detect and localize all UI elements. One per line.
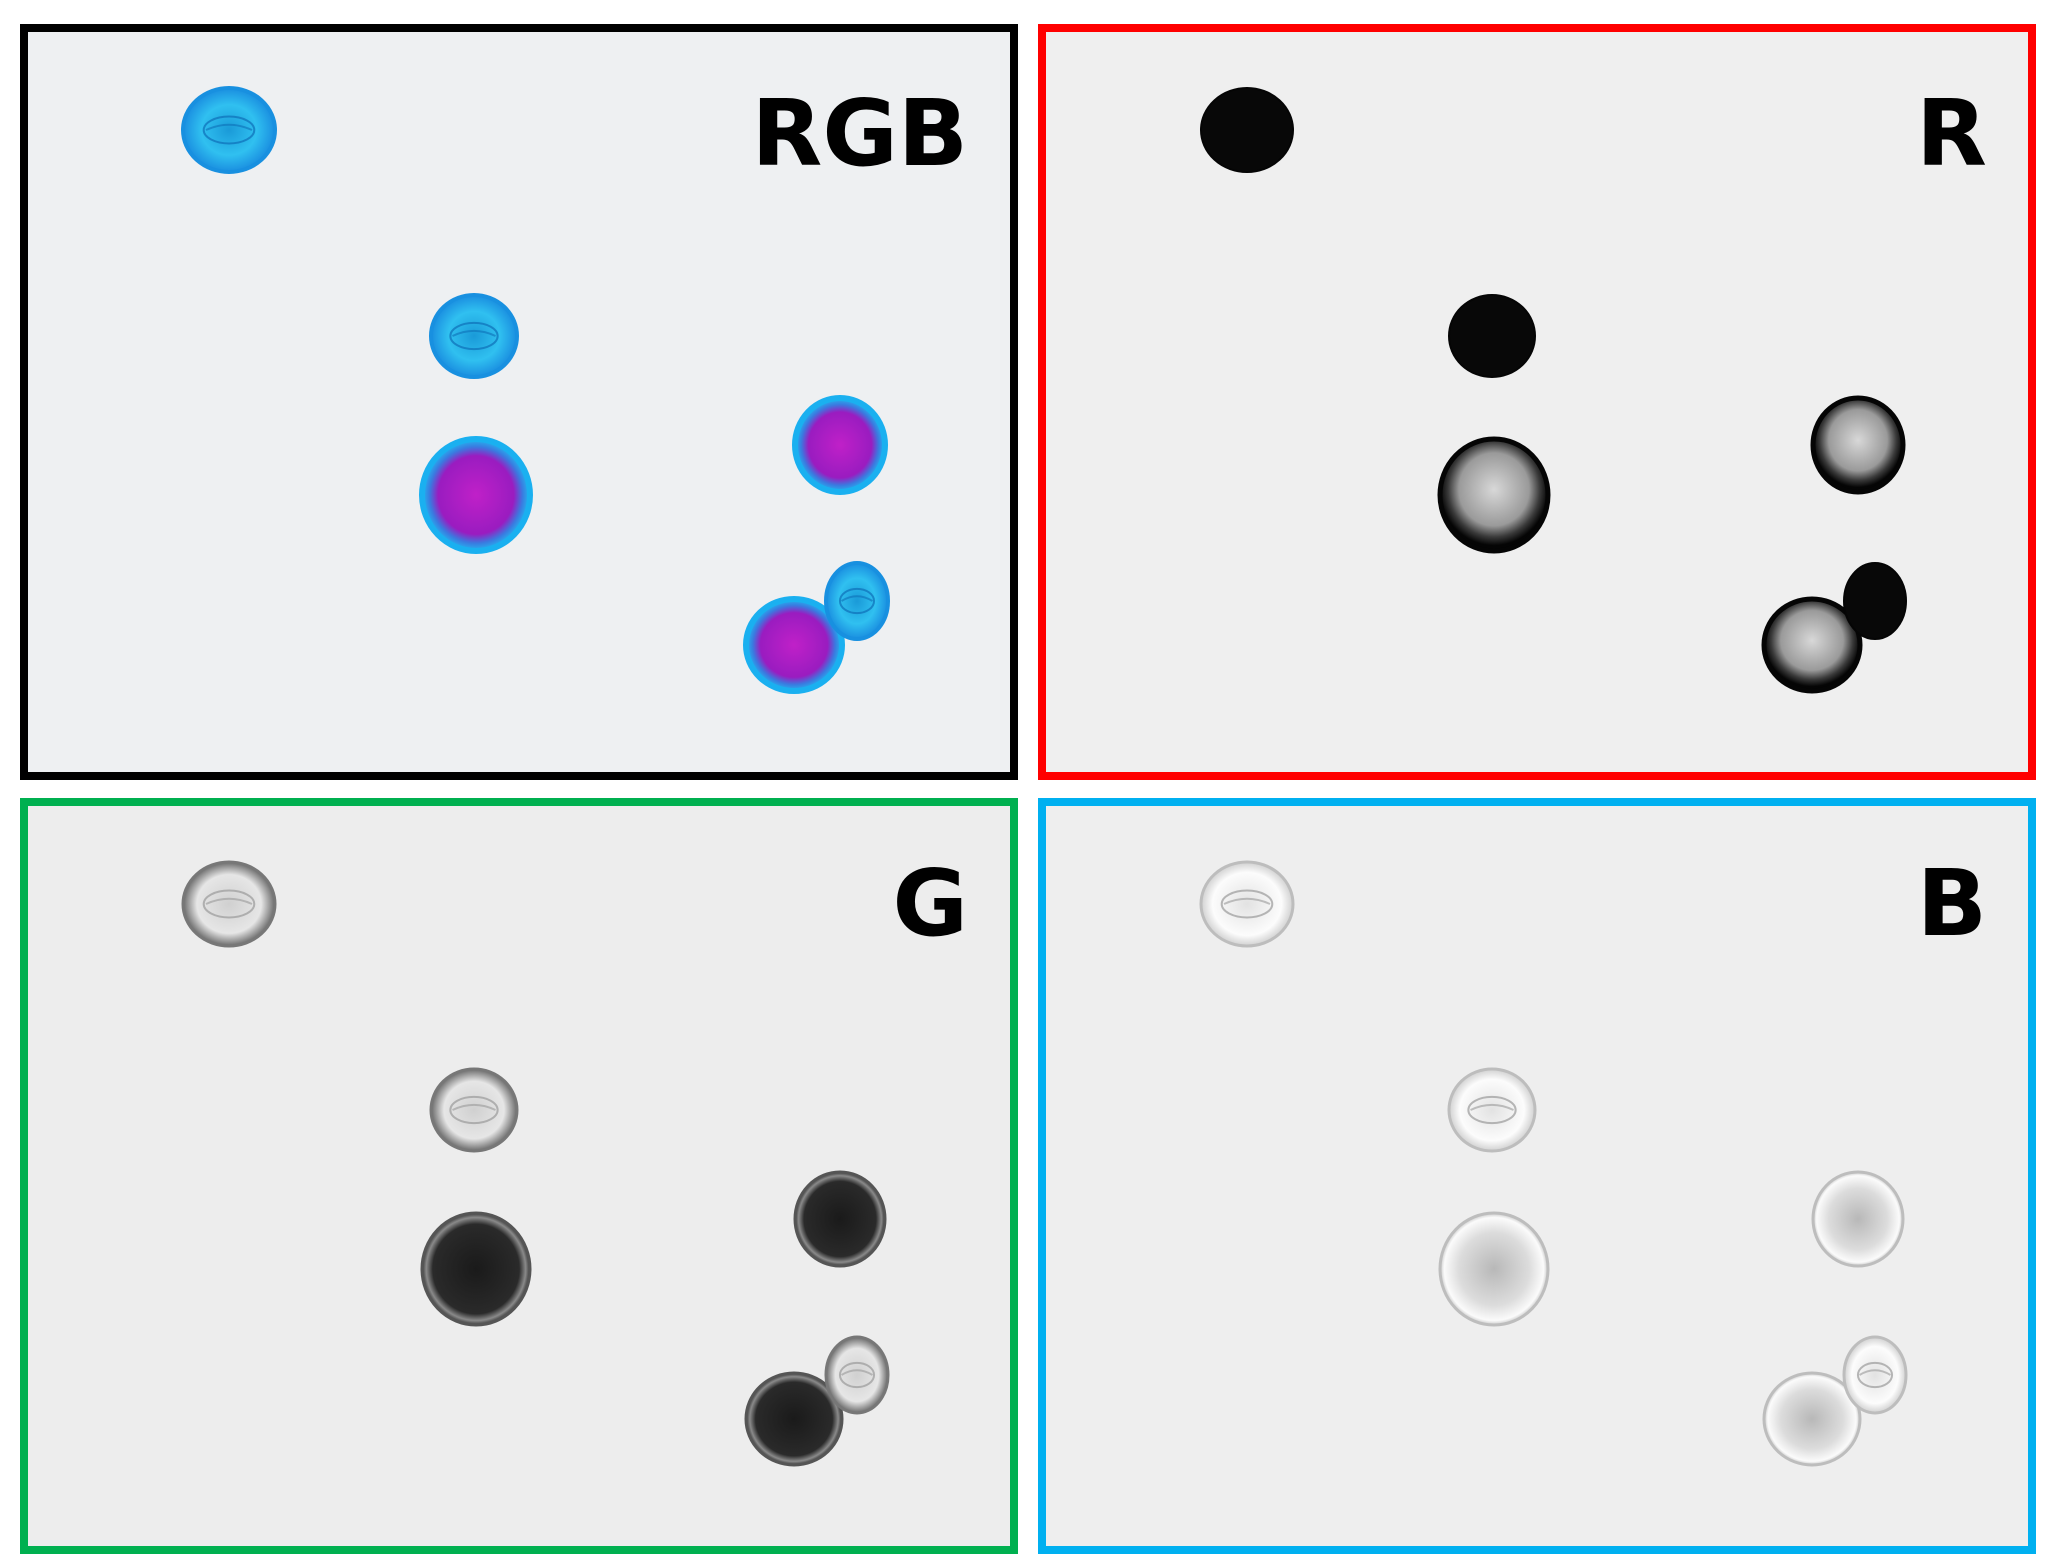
panel-g: G [20,798,1018,1554]
panel-b-label: B [1917,850,1987,957]
pollen-grain-nonviable [1448,294,1536,378]
pollen-grain-nonviable [824,1335,890,1415]
pollen-grain-viable [1437,436,1551,554]
pollen-grain-viable [744,1371,844,1467]
pollen-grain-nonviable [1199,860,1295,948]
pollen-grain-viable [1810,395,1906,495]
pollen-grain-nonviable [429,1067,519,1153]
pollen-grain-viable [1762,1371,1862,1467]
panel-rgb: RGB [20,24,1018,780]
pollen-grain-nonviable [1843,562,1907,640]
pollen-grain-viable [792,395,888,495]
panel-b: B [1038,798,2036,1554]
pollen-grain-viable [1438,1211,1550,1327]
pollen-grain-nonviable [181,86,277,174]
panel-r: R [1038,24,2036,780]
pollen-grain-nonviable [1447,1067,1537,1153]
panel-b-frame [1038,798,2036,1554]
pollen-grain-nonviable [824,561,890,641]
pollen-grain-viable [420,1211,532,1327]
pollen-grain-viable [1761,596,1863,694]
pollen-grain-nonviable [429,293,519,379]
pollen-grain-viable [743,596,845,694]
pollen-grain-viable [1811,1170,1905,1268]
panel-rgb-label: RGB [752,80,968,187]
panel-g-frame [20,798,1018,1554]
pollen-grain-nonviable [1200,87,1294,173]
pollen-grain-viable [793,1170,887,1268]
panel-r-frame [1038,24,2036,780]
pollen-grain-nonviable [181,860,277,948]
panel-g-label: G [892,850,968,957]
pollen-grain-nonviable [1842,1335,1908,1415]
panel-r-label: R [1916,80,1987,187]
pollen-grain-viable [419,436,533,554]
